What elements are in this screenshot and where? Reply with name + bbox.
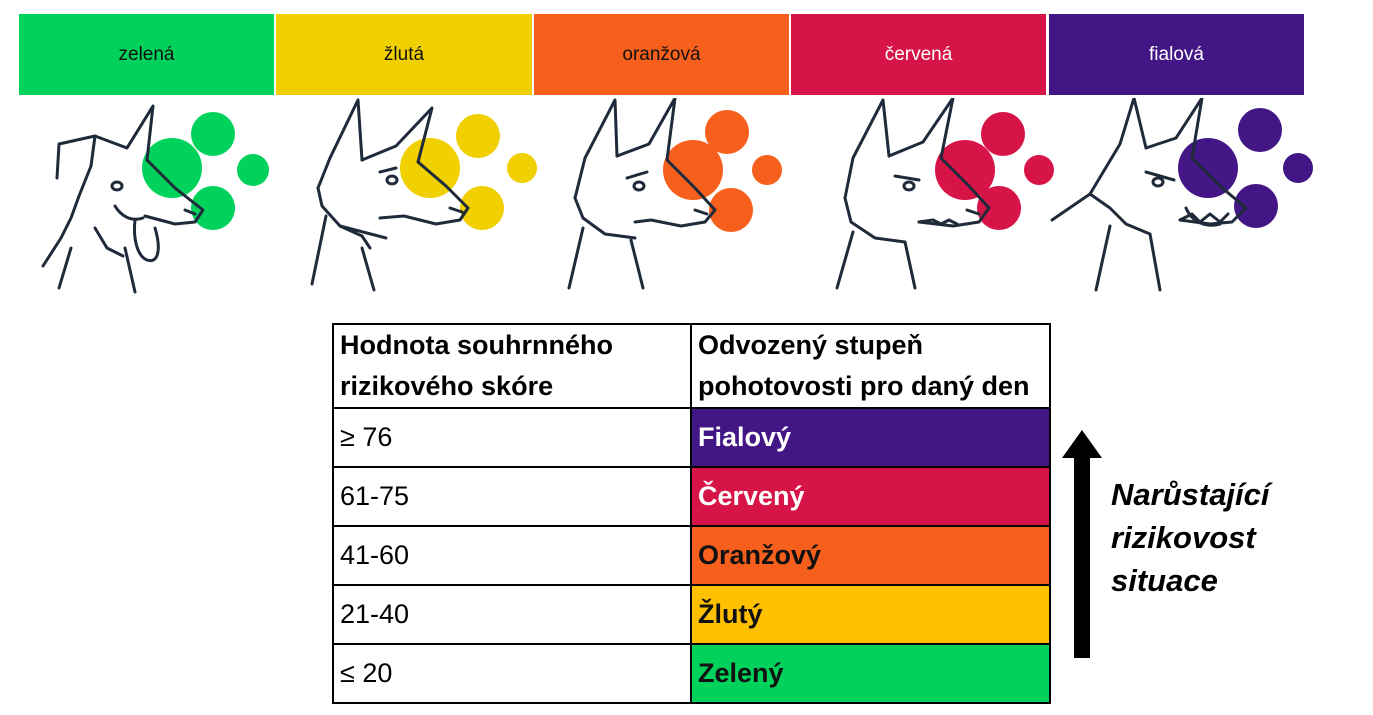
- level-cell-purple: Fialový: [690, 407, 1051, 468]
- level-band-orange: oranžová: [534, 14, 789, 95]
- score-cell: 61-75: [332, 466, 692, 527]
- up-arrow-icon: [1062, 430, 1102, 658]
- score-table: Hodnota souhrnného rizikového skóre Odvo…: [332, 323, 1051, 704]
- risk-note: Narůstající rizikovost situace: [1111, 477, 1270, 598]
- level-cell-yellow: Žlutý: [690, 584, 1051, 645]
- score-cell: 41-60: [332, 525, 692, 586]
- dog-head-icon: [1050, 98, 1313, 292]
- score-cell: 21-40: [332, 584, 692, 645]
- table-header-row: Hodnota souhrnného rizikového skóre Odvo…: [332, 323, 1051, 409]
- level-band-label: fialová: [1149, 43, 1204, 65]
- level-band-purple: fialová: [1049, 14, 1304, 95]
- score-cell: ≤ 20: [332, 643, 692, 704]
- header-level: Odvozený stupeň pohotovosti pro daný den: [690, 323, 1051, 409]
- level-band-green: zelená: [19, 14, 274, 95]
- table-row: 61-75 Červený: [332, 466, 1051, 527]
- dog-head-icon: [835, 98, 1054, 290]
- level-cell-green: Zelený: [690, 643, 1051, 704]
- table-row: ≥ 76 Fialový: [332, 407, 1051, 468]
- level-band-red: červená: [791, 14, 1046, 95]
- dog-head-icon: [567, 98, 782, 290]
- level-band-label: zelená: [118, 43, 175, 65]
- score-cell: ≥ 76: [332, 407, 692, 468]
- level-band-label: žlutá: [383, 43, 425, 65]
- header-score: Hodnota souhrnného rizikového skóre: [332, 323, 692, 409]
- table-row: ≤ 20 Zelený: [332, 643, 1051, 704]
- dog-head-icon: [41, 104, 269, 294]
- level-band-yellow: žlutá: [276, 14, 532, 95]
- table-row: 41-60 Oranžový: [332, 525, 1051, 586]
- table-row: 21-40 Žlutý: [332, 584, 1051, 645]
- level-band-label: červená: [884, 43, 953, 65]
- level-cell-red: Červený: [690, 466, 1051, 527]
- dog-head-icon: [310, 98, 537, 292]
- level-band-label: oranžová: [622, 43, 701, 65]
- level-cell-orange: Oranžový: [690, 525, 1051, 586]
